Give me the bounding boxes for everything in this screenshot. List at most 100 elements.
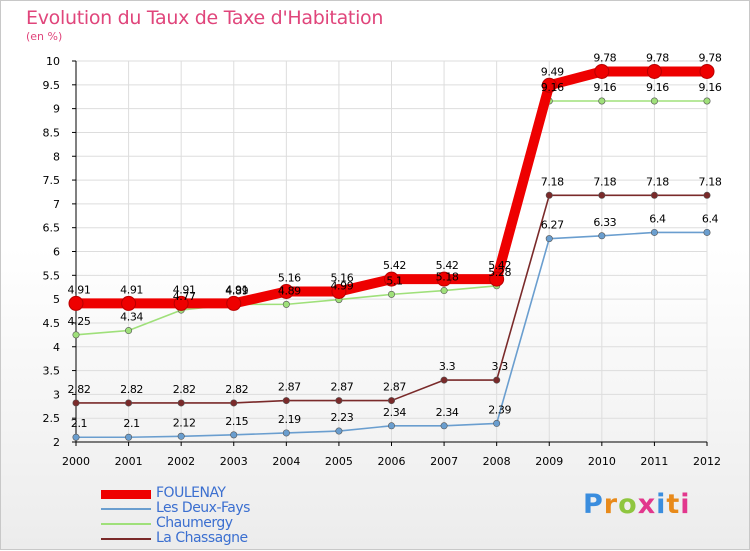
x-tick-label: 2004 — [272, 455, 300, 468]
data-label: 4.77 — [173, 290, 196, 303]
data-point — [125, 433, 133, 441]
chart-title: Evolution du Taux de Taxe d'Habitation — [26, 7, 384, 29]
data-point — [282, 429, 290, 437]
data-label: 5.16 — [278, 272, 301, 285]
data-label: 2.23 — [330, 411, 353, 424]
data-point — [545, 191, 553, 199]
data-label: 3.3 — [492, 360, 509, 373]
y-tick-label: 7 — [53, 198, 60, 211]
data-point — [335, 427, 343, 435]
data-label: 9.16 — [593, 81, 616, 94]
data-point — [72, 331, 80, 339]
data-label: 4.99 — [330, 280, 353, 293]
data-label: 4.89 — [278, 284, 301, 297]
data-point — [278, 284, 294, 300]
data-point — [72, 399, 80, 407]
y-tick-label: 5.5 — [43, 269, 61, 282]
data-label: 6.33 — [593, 216, 616, 229]
data-point — [387, 422, 395, 430]
data-point — [646, 63, 662, 79]
data-point — [436, 271, 452, 287]
data-label: 4.25 — [68, 315, 91, 328]
data-point — [282, 397, 290, 405]
data-label: 5.42 — [383, 259, 406, 272]
data-label: 2.82 — [120, 383, 143, 396]
data-point — [703, 97, 711, 105]
data-label: 4.89 — [225, 284, 248, 297]
data-point — [440, 422, 448, 430]
data-label: 2.82 — [68, 383, 91, 396]
logo-letter: i — [680, 489, 691, 520]
data-label: 4.91 — [68, 283, 91, 296]
logo-letter: t — [666, 489, 681, 520]
data-label: 2.34 — [383, 406, 406, 419]
legend-swatch — [101, 523, 151, 525]
data-label: 2.39 — [488, 403, 511, 416]
y-tick-label: 2 — [53, 436, 60, 449]
data-point — [650, 97, 658, 105]
x-tick-label: 2003 — [220, 455, 248, 468]
data-label: 7.18 — [541, 175, 564, 188]
legend-label: Les Deux-Fays — [156, 500, 250, 516]
x-tick-label: 2012 — [693, 455, 721, 468]
x-tick-label: 2008 — [483, 455, 511, 468]
data-label: 5.28 — [488, 266, 511, 279]
data-label: 5.42 — [436, 259, 459, 272]
x-tick-label: 2002 — [167, 455, 195, 468]
data-point — [177, 432, 185, 440]
legend-item: FOULENAY — [101, 485, 361, 501]
logo-letter: x — [637, 489, 657, 520]
data-point — [72, 433, 80, 441]
legend-label: FOULENAY — [156, 485, 226, 501]
data-point — [594, 63, 610, 79]
data-label: 2.19 — [278, 413, 301, 426]
data-point — [226, 295, 242, 311]
data-label: 3.3 — [439, 360, 456, 373]
data-label: 2.1 — [123, 417, 139, 430]
y-tick-label: 9 — [53, 103, 60, 116]
data-point — [699, 63, 715, 79]
data-label: 6.27 — [541, 219, 564, 232]
x-tick-label: 2000 — [62, 455, 90, 468]
data-point — [598, 191, 606, 199]
data-label: 9.16 — [699, 81, 722, 94]
legend-item: La Chassagne — [101, 530, 361, 546]
legend-label: La Chassagne — [156, 530, 248, 546]
legend-item: Chaumergy — [101, 515, 361, 531]
y-tick-label: 6.5 — [43, 222, 61, 235]
data-label: 9.78 — [699, 51, 722, 64]
data-point — [493, 376, 501, 384]
x-tick-label: 2010 — [588, 455, 616, 468]
data-point — [68, 295, 84, 311]
x-tick-label: 2005 — [325, 455, 353, 468]
y-tick-label: 2.5 — [43, 412, 61, 425]
y-tick-label: 5 — [53, 293, 60, 306]
data-label: 2.15 — [225, 415, 248, 428]
data-label: 9.78 — [646, 51, 669, 64]
data-label: 5.1 — [386, 274, 402, 287]
data-label: 7.18 — [699, 175, 722, 188]
data-point — [125, 399, 133, 407]
data-label: 2.87 — [383, 381, 406, 394]
logo-letter: P — [583, 489, 604, 520]
proxiti-logo: Proxiti — [583, 489, 691, 520]
data-point — [440, 287, 448, 295]
data-label: 9.49 — [541, 65, 564, 78]
data-label: 2.87 — [278, 381, 301, 394]
data-point — [387, 397, 395, 405]
y-tick-label: 4 — [53, 341, 60, 354]
chart-subtitle: (en %) — [26, 30, 63, 43]
data-point — [703, 191, 711, 199]
data-point — [598, 97, 606, 105]
data-label: 2.34 — [436, 406, 459, 419]
data-label: 4.34 — [120, 311, 143, 324]
legend-swatch — [101, 508, 151, 510]
data-label: 7.18 — [646, 175, 669, 188]
data-point — [230, 431, 238, 439]
data-label: 7.18 — [593, 175, 616, 188]
data-point — [384, 271, 399, 287]
y-tick-label: 8 — [53, 150, 60, 163]
data-point — [387, 290, 395, 298]
grid — [75, 60, 708, 443]
